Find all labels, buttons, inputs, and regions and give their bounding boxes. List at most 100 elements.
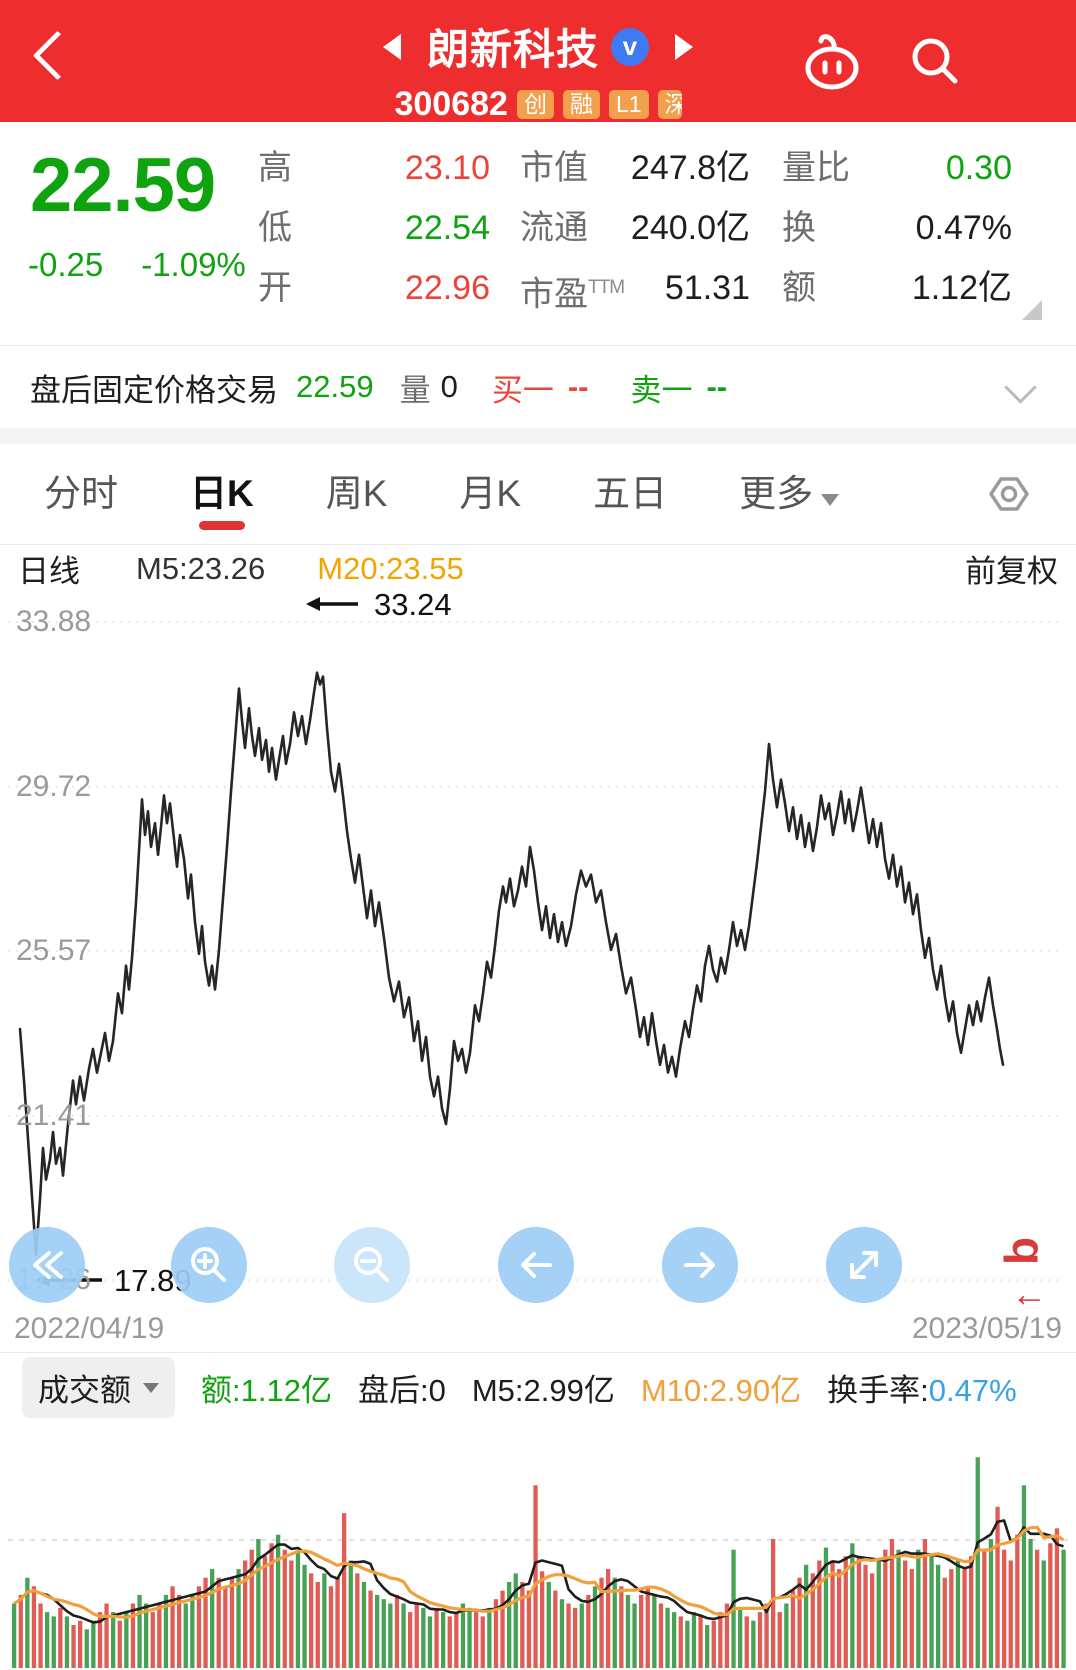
volume-bar [328,1586,334,1668]
volume-bar [64,1616,70,1668]
legend-m20: M20:23.55 [317,550,464,586]
prev-stock-icon[interactable] [382,33,401,60]
volume-bar [84,1629,89,1668]
volume-bar [71,1625,76,1668]
stock-code: 300682 [394,85,508,123]
volume-bar [223,1586,228,1668]
volume-bar [91,1620,96,1668]
volume-bar [388,1603,393,1668]
volume-bar [368,1590,373,1668]
vol-m5: M5:2.99亿 [471,1373,615,1408]
volume-bar [751,1620,756,1668]
volume-bar [375,1594,380,1668]
next-stock-icon[interactable] [675,33,693,60]
arrow-left-icon [521,1252,552,1278]
back-icon[interactable] [32,30,83,81]
ytick-25-57: 25.57 [16,934,92,967]
fullscreen-button[interactable] [826,1227,902,1303]
volume-bar [355,1573,360,1668]
volratio-label: 量比 [782,149,850,187]
volume-bar [507,1582,512,1668]
volume-bar [216,1577,221,1668]
volume-bar [124,1612,129,1668]
chart-settings-icon[interactable] [986,471,1032,517]
after-hours-vol-label: 量 [399,372,431,408]
after-hours-row[interactable]: 盘后固定价格交易 22.59 量 0 买一 -- 卖一 -- [0,346,1076,428]
volume-bar [302,1564,307,1668]
pe-ttm-sup: TTM [588,277,625,298]
vol-turnover: 换手率:0.47% [827,1373,1017,1408]
volume-bar [757,1612,763,1668]
volume-bar [441,1612,446,1668]
volume-bar [1041,1560,1046,1668]
volume-bar [790,1590,796,1668]
stock-title: 朗新科技 [426,26,599,73]
price-line [18,671,1005,1257]
volume-bar [460,1603,466,1668]
chevron-down-icon[interactable] [1004,371,1037,404]
expand-corner-icon[interactable] [1022,300,1042,320]
ask1-value: -- [706,369,728,404]
selector-label: 成交额 [38,1373,131,1408]
tab-monthly-k[interactable]: 月K [459,473,522,514]
volume-bar [625,1594,631,1668]
volume-bar [1048,1543,1053,1668]
tab-five-day[interactable]: 五日 [593,473,668,514]
low-value: 22.54 [404,209,490,247]
volume-bar [480,1616,485,1668]
tab-minute[interactable]: 分时 [44,473,118,514]
pe-value: 51.31 [664,269,750,307]
volume-bar [672,1612,677,1668]
float-value: 240.0亿 [630,209,750,247]
volume-bar [903,1560,908,1668]
volume-bar [665,1607,670,1668]
volume-bar [619,1586,624,1668]
volume-bar [883,1549,888,1668]
volume-bar [909,1569,914,1668]
mktcap-value: 247.8亿 [630,149,750,187]
zoom-in-button[interactable] [171,1227,247,1303]
volume-bar [988,1539,994,1668]
tab-daily-k[interactable]: 日K [190,444,254,544]
skip-to-start-button[interactable] [9,1227,85,1303]
volume-bar [863,1564,868,1668]
price-gridlines [8,621,1060,1282]
high-value: 23.10 [404,149,490,187]
volume-bar [137,1594,142,1668]
volume-bar [526,1590,532,1668]
mktcap-label: 市值 [520,149,588,187]
search-icon[interactable] [906,32,964,90]
volume-chart-area[interactable] [0,1422,1076,1670]
rotate-landscape-icon[interactable]: q ← [1002,1236,1055,1314]
volume-bar [592,1586,598,1668]
tab-more[interactable]: 更多 [739,444,840,544]
zoom-out-button[interactable] [334,1227,410,1303]
volume-bar [540,1571,545,1669]
volume-bar [533,1485,538,1669]
volume-bar [1028,1539,1033,1668]
vol-after-hours: 盘后:0 [357,1373,446,1408]
high-annotation: 33.24 [306,592,452,622]
ai-robot-icon[interactable] [796,28,866,92]
adjust-mode[interactable]: 前复权 [965,554,1058,589]
volume-bar [975,1457,980,1668]
change-amount: -0.25 [28,246,104,283]
volume-bar [817,1560,822,1668]
pan-left-button[interactable] [498,1227,574,1303]
double-chevron-left-icon [33,1251,63,1279]
volume-bar [718,1612,723,1668]
volume-bar [183,1603,188,1668]
price-chart-area[interactable]: 33.24 17.89 33.88 29.72 25.57 21.41 17.2… [0,592,1076,1312]
volume-indicator-selector[interactable]: 成交额 [22,1357,175,1418]
tab-weekly-k[interactable]: 周K [325,473,388,514]
volume-bar [45,1612,50,1668]
open-label: 开 [258,269,292,307]
volume-bar [810,1573,815,1668]
volume-bar [599,1577,604,1668]
volume-bar [500,1590,505,1668]
volume-bar [210,1569,215,1668]
pan-right-button[interactable] [662,1227,738,1303]
volume-bar [1061,1549,1066,1668]
volume-bar [150,1612,155,1668]
volume-bar [942,1577,947,1668]
